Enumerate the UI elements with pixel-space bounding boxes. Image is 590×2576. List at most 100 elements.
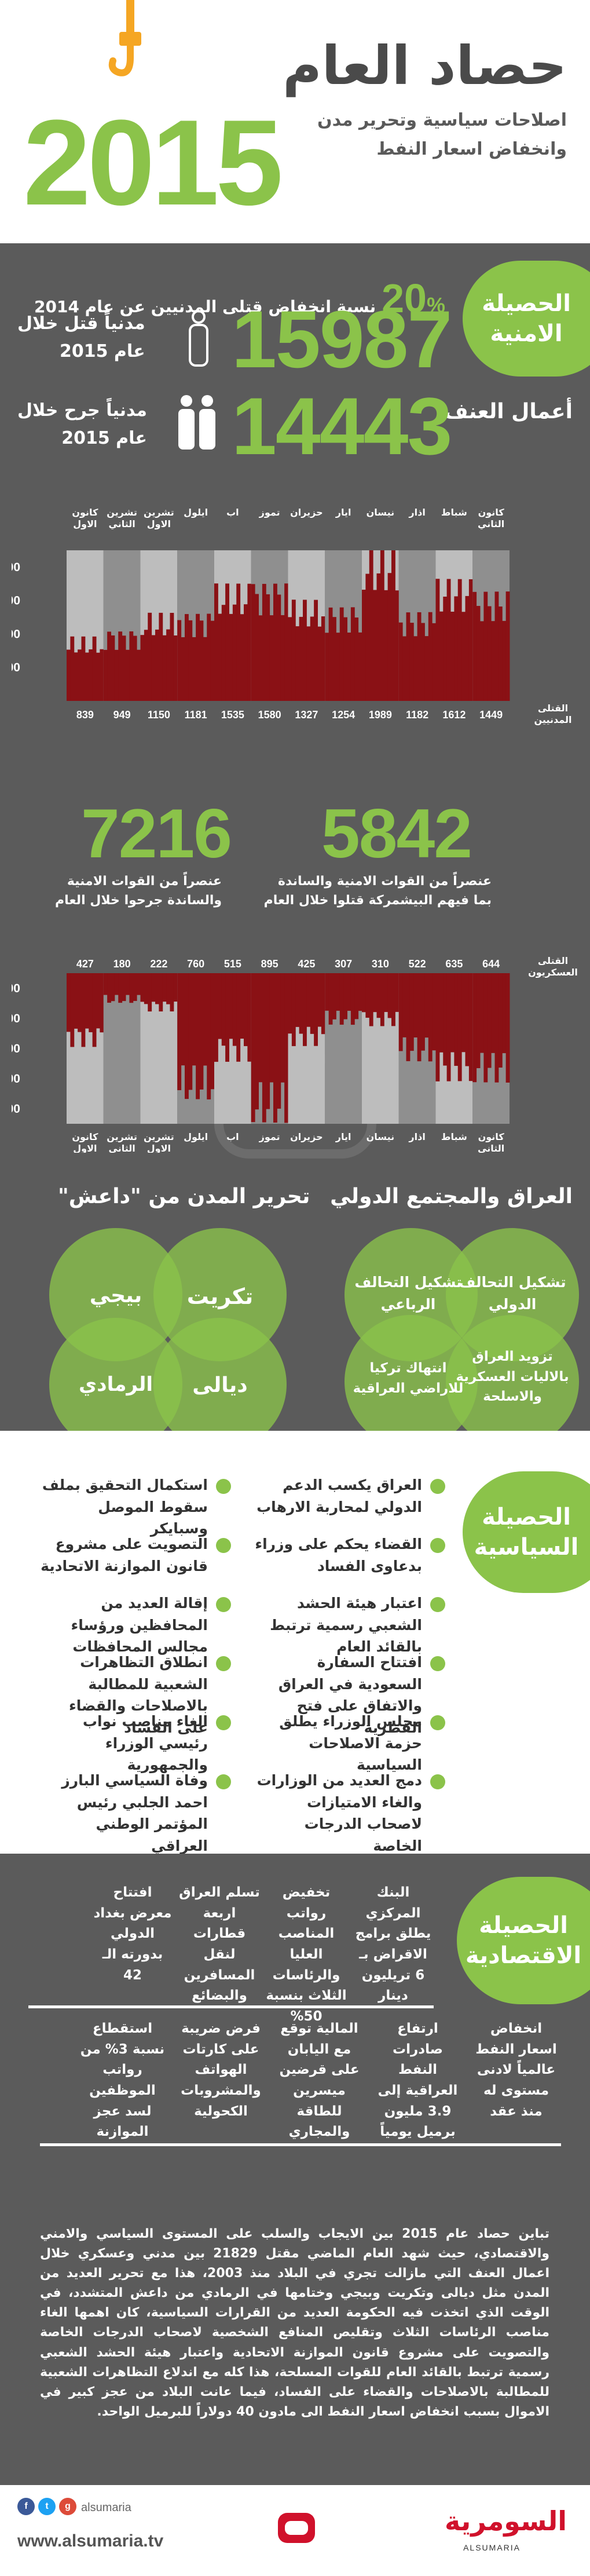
bar-strip bbox=[192, 973, 196, 1066]
bar-strip bbox=[358, 973, 362, 1011]
bar-strip bbox=[269, 973, 274, 1083]
bar-strip bbox=[277, 594, 281, 701]
facebook-icon[interactable]: f bbox=[17, 2498, 35, 2515]
political-item-text: العراق يكسب الدعم الدولي لمحاربة الارهاب bbox=[256, 1477, 422, 1515]
bar-strip bbox=[111, 973, 115, 1002]
bar-strip bbox=[354, 973, 359, 1020]
economic-item: ارتفاع صادرات النفط العراقية إلى 3.9 ملي… bbox=[378, 2021, 458, 2140]
political-item-text: القضاء يحكم على وزراء بدعاوى الفساد bbox=[255, 1536, 422, 1574]
bar-strip bbox=[332, 973, 336, 1020]
bar-strip bbox=[133, 973, 137, 1001]
bar-strip bbox=[398, 622, 403, 701]
month-label: نيسان bbox=[367, 1131, 394, 1142]
google-plus-icon[interactable]: g bbox=[59, 2498, 76, 2515]
bar-strip bbox=[387, 573, 392, 701]
month-label: كانون bbox=[72, 1131, 98, 1142]
bar-strip bbox=[85, 973, 89, 1029]
bar-strip bbox=[89, 973, 93, 1032]
political-item: العراق يكسب الدعم الدولي لمحاربة الارهاب bbox=[254, 1474, 445, 1518]
bar-strip bbox=[310, 973, 314, 1034]
y-tick-label: 1000 bbox=[12, 627, 20, 641]
liberation-title: تحرير المدن من "داعش" bbox=[58, 1185, 310, 1208]
axis-label: القتلى bbox=[538, 703, 568, 714]
page-subtitle: وانخفاض اسعار النفط bbox=[376, 139, 567, 159]
political-item-text: وفاة السياسي البارز احمد الجلبي رئيس الم… bbox=[61, 1772, 208, 1854]
bar-strip bbox=[188, 973, 193, 1090]
bar-strip bbox=[310, 616, 314, 701]
political-item: دمج العديد من الوزارات والغاء الامتيازات… bbox=[254, 1770, 445, 1857]
bar-strip bbox=[465, 595, 470, 701]
person-icon bbox=[189, 310, 208, 367]
bar-strip bbox=[461, 612, 466, 701]
month-label: تشرين bbox=[144, 1131, 174, 1142]
bar-strip bbox=[494, 591, 499, 701]
bar-strip bbox=[303, 600, 307, 701]
bar-strip bbox=[81, 636, 86, 701]
political-item-text: انطلاق التظاهرات الشعبية للمطالبة بالاصل… bbox=[68, 1654, 208, 1736]
bar-strip bbox=[70, 973, 75, 1047]
website-link[interactable]: www.alsumaria.tv bbox=[17, 2531, 164, 2551]
bar-strip bbox=[247, 973, 252, 1062]
decline-percent: 20% bbox=[382, 276, 445, 321]
economic-badge-line: الحصيلة bbox=[479, 1912, 568, 1939]
data-label: 522 bbox=[409, 958, 426, 970]
political-item: الغاء مناصب نواب رئيسي الوزراء والجمهوري… bbox=[40, 1711, 231, 1776]
divider bbox=[40, 2143, 561, 2146]
data-label: 1535 bbox=[221, 709, 244, 721]
military-chart-svg: كانونالاول427تشرينالثاني180تشرينالاول222… bbox=[12, 955, 578, 1153]
bar-strip bbox=[114, 649, 119, 701]
bar-strip bbox=[210, 973, 215, 1090]
bar-strip bbox=[173, 635, 178, 701]
bar-strip bbox=[373, 973, 377, 1013]
bar-strip bbox=[266, 594, 270, 701]
political-section: الحصيلة السياسية العراق يكسب الدعم الدول… bbox=[0, 1431, 590, 1854]
political-item: القضاء يحكم على وزراء بدعاوى الفساد bbox=[254, 1533, 445, 1577]
bar-strip bbox=[439, 973, 444, 1053]
bar-strip bbox=[480, 973, 484, 1053]
bar-strip bbox=[325, 973, 329, 1011]
bar-strip bbox=[173, 973, 178, 1002]
bar-strip bbox=[413, 636, 418, 701]
bar-strip bbox=[421, 973, 425, 1051]
bar-strip bbox=[380, 550, 384, 701]
bar-strip bbox=[395, 973, 400, 1012]
bar-strip bbox=[409, 973, 414, 1051]
bar-strip bbox=[159, 973, 163, 1012]
bar-strip bbox=[498, 606, 503, 701]
month-label: ايلول bbox=[184, 507, 208, 518]
bar-strip bbox=[328, 607, 333, 701]
bar-strip bbox=[247, 583, 252, 701]
bullet-icon bbox=[216, 1479, 231, 1494]
bullet-icon bbox=[216, 1656, 231, 1671]
bar-strip bbox=[347, 973, 351, 1011]
data-label: 644 bbox=[482, 958, 500, 970]
security-badge-line: الحصيلة bbox=[482, 290, 571, 317]
bar-strip bbox=[461, 973, 466, 1053]
bar-strip bbox=[343, 973, 347, 1020]
bar-strip bbox=[155, 973, 159, 1004]
month-label: تموز bbox=[259, 507, 280, 518]
bar-strip bbox=[487, 606, 492, 701]
bar-strip bbox=[468, 579, 473, 701]
data-label: 895 bbox=[261, 958, 278, 970]
wounded-number: 14443 bbox=[232, 381, 452, 472]
economic-item: المالية توقع مع اليابان على قرضين ميسرين… bbox=[279, 2021, 360, 2140]
twitter-icon[interactable]: t bbox=[38, 2498, 56, 2515]
bar-strip bbox=[70, 636, 75, 701]
economic-badge: الحصيلة الاقتصادية bbox=[457, 1877, 590, 2004]
bullet-icon bbox=[430, 1774, 445, 1789]
political-item: انطلاق التظاهرات الشعبية للمطالبة بالاصل… bbox=[40, 1651, 231, 1738]
bar-strip bbox=[303, 973, 307, 1046]
tv-logo-icon bbox=[278, 2513, 315, 2543]
bar-strip bbox=[67, 649, 71, 701]
bar-strip bbox=[299, 616, 303, 701]
month-label: شباط bbox=[441, 1131, 467, 1142]
bar-strip bbox=[85, 652, 89, 701]
page-subtitle: اصلاحات سياسية وتحرير مدن bbox=[317, 110, 567, 130]
bar-strip bbox=[432, 973, 436, 1051]
social-handle: alsumaria bbox=[81, 2501, 131, 2514]
bar-strip bbox=[354, 617, 359, 701]
bar-strip bbox=[170, 973, 174, 1012]
bar-strip bbox=[122, 973, 126, 1002]
bullet-icon bbox=[430, 1597, 445, 1612]
